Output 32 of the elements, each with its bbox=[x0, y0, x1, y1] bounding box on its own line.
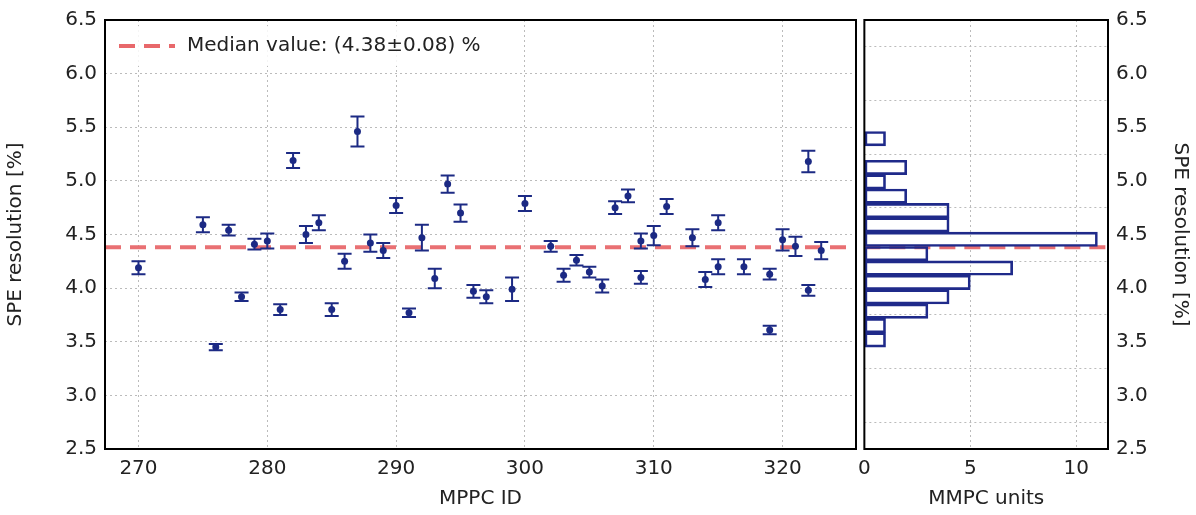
y-tick-label: 4.5 bbox=[65, 220, 97, 245]
y-tick-label: 2.5 bbox=[65, 435, 97, 460]
x-tick-label: 5 bbox=[963, 455, 977, 480]
y-tick-label: 6.0 bbox=[1116, 59, 1148, 84]
x-tick-label: 300 bbox=[505, 455, 545, 480]
y-tick-label: 6.5 bbox=[1116, 6, 1148, 31]
x-tick-label: 310 bbox=[634, 455, 673, 480]
y-tick-label: 6.0 bbox=[65, 59, 97, 84]
y-tick-label: 5.5 bbox=[65, 113, 97, 138]
x-tick-label: 320 bbox=[763, 455, 802, 480]
y-tick-label: 5.0 bbox=[1116, 167, 1148, 192]
legend-label: Median value: (4.38±0.08) % bbox=[187, 32, 481, 57]
y-tick-label: 3.0 bbox=[1116, 381, 1148, 406]
x-axis-title: MMPC units bbox=[928, 485, 1045, 510]
y-tick-label: 3.5 bbox=[65, 327, 97, 352]
y-tick-label: 4.0 bbox=[65, 274, 97, 299]
y-tick-label: 5.5 bbox=[1116, 113, 1148, 138]
y-tick-label: 6.5 bbox=[65, 6, 97, 31]
x-tick-label: 280 bbox=[248, 455, 287, 480]
y-tick-label: 4.5 bbox=[1116, 220, 1148, 245]
y-axis-title: SPE resolution [%] bbox=[1169, 142, 1194, 327]
x-tick-label: 290 bbox=[377, 455, 416, 480]
y-tick-label: 2.5 bbox=[1116, 435, 1148, 460]
y-axis-title: SPE resolution [%] bbox=[2, 142, 27, 327]
y-tick-label: 3.0 bbox=[65, 381, 97, 406]
x-tick-label: 10 bbox=[1063, 455, 1089, 480]
x-tick-label: 270 bbox=[119, 455, 158, 480]
x-axis-title: MPPC ID bbox=[439, 485, 522, 510]
x-tick-label: 0 bbox=[858, 455, 871, 480]
y-tick-label: 4.0 bbox=[1116, 274, 1148, 299]
y-tick-label: 3.5 bbox=[1116, 327, 1148, 352]
y-tick-label: 5.0 bbox=[65, 167, 97, 192]
